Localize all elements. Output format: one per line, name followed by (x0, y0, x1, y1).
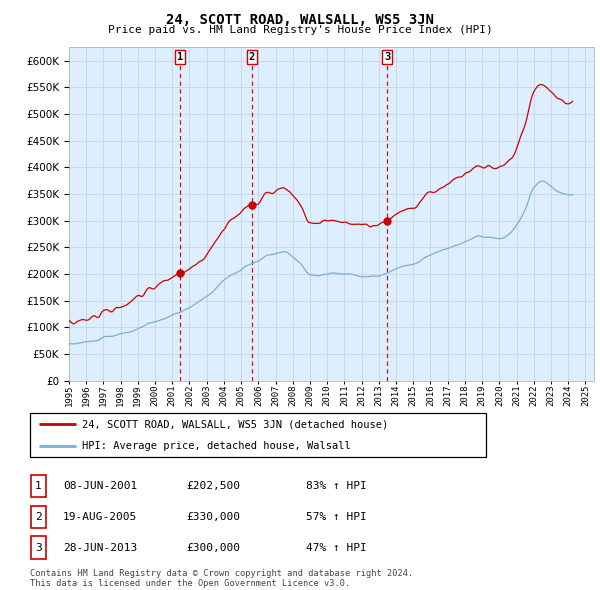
Text: 24, SCOTT ROAD, WALSALL, WS5 3JN (detached house): 24, SCOTT ROAD, WALSALL, WS5 3JN (detach… (82, 419, 389, 429)
Text: Price paid vs. HM Land Registry's House Price Index (HPI): Price paid vs. HM Land Registry's House … (107, 25, 493, 35)
Text: 3: 3 (35, 543, 42, 552)
Text: 3: 3 (384, 52, 391, 62)
Text: £330,000: £330,000 (186, 512, 240, 522)
Text: 2: 2 (35, 512, 42, 522)
Text: 28-JUN-2013: 28-JUN-2013 (63, 543, 137, 552)
Text: 83% ↑ HPI: 83% ↑ HPI (306, 481, 367, 491)
Text: 1: 1 (35, 481, 42, 491)
Text: 19-AUG-2005: 19-AUG-2005 (63, 512, 137, 522)
Text: HPI: Average price, detached house, Walsall: HPI: Average price, detached house, Wals… (82, 441, 351, 451)
FancyBboxPatch shape (31, 506, 46, 528)
Text: 08-JUN-2001: 08-JUN-2001 (63, 481, 137, 491)
Text: 47% ↑ HPI: 47% ↑ HPI (306, 543, 367, 552)
FancyBboxPatch shape (31, 475, 46, 497)
Text: 57% ↑ HPI: 57% ↑ HPI (306, 512, 367, 522)
Text: 2: 2 (249, 52, 255, 62)
FancyBboxPatch shape (30, 413, 486, 457)
Text: £202,500: £202,500 (186, 481, 240, 491)
Text: 24, SCOTT ROAD, WALSALL, WS5 3JN: 24, SCOTT ROAD, WALSALL, WS5 3JN (166, 13, 434, 27)
Text: Contains HM Land Registry data © Crown copyright and database right 2024.
This d: Contains HM Land Registry data © Crown c… (30, 569, 413, 588)
FancyBboxPatch shape (31, 536, 46, 559)
Text: 1: 1 (177, 52, 183, 62)
Text: £300,000: £300,000 (186, 543, 240, 552)
